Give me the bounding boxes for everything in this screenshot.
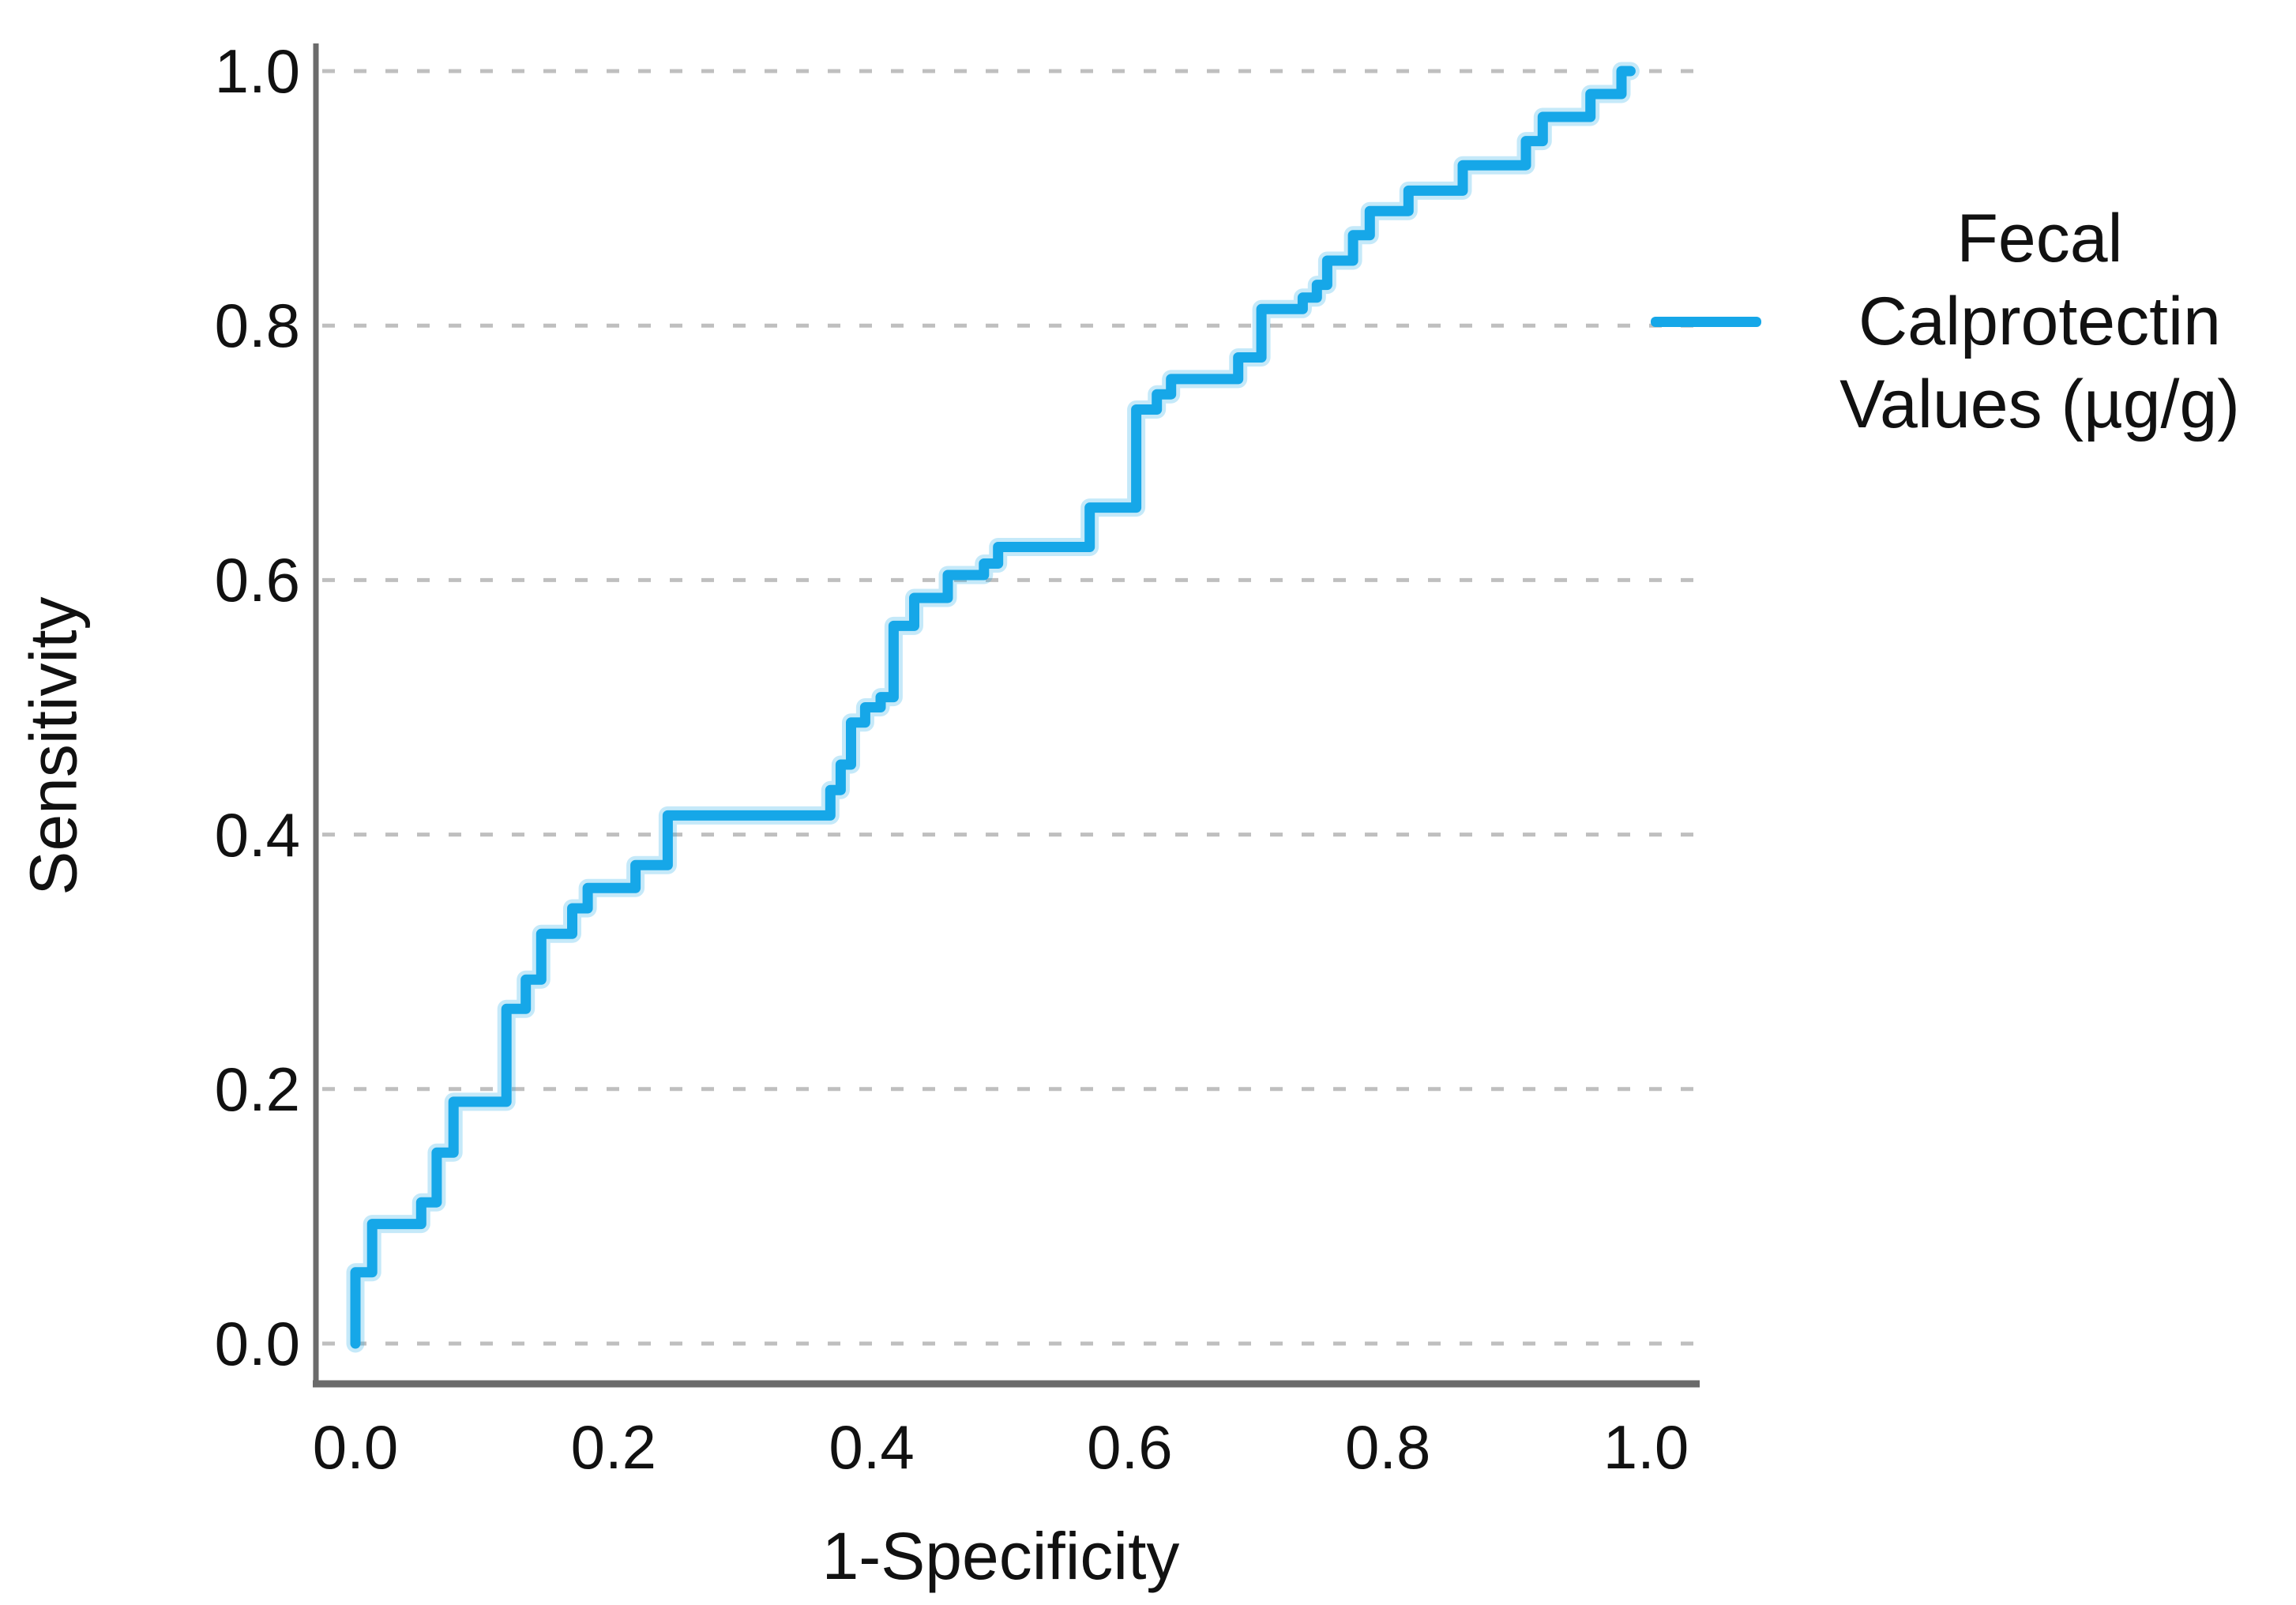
x-tick-label: 0.2 — [570, 1412, 657, 1482]
roc-curve-halo — [346, 62, 1640, 1353]
legend: Fecal Calprotectin Values (µg/g) — [1651, 197, 2296, 446]
y-tick-label: 0.6 — [214, 545, 300, 615]
x-tick-label: 1.0 — [1603, 1412, 1689, 1482]
legend-label: Fecal Calprotectin Values (µg/g) — [1783, 197, 2296, 446]
y-tick-label: 0.2 — [214, 1054, 300, 1124]
y-tick-label: 0.4 — [214, 799, 300, 870]
legend-line-swatch — [1651, 316, 1761, 327]
gridlines — [322, 69, 1697, 1346]
y-tick-label: 1.0 — [214, 36, 300, 106]
legend-label-line1: Fecal Calprotectin — [1858, 201, 2221, 359]
y-tick-label: 0.0 — [214, 1309, 300, 1378]
legend-label-line2: Values (µg/g) — [1839, 366, 2240, 442]
x-tick-label: 0.8 — [1344, 1412, 1431, 1482]
x-tick-label: 0.4 — [829, 1412, 915, 1482]
y-tick-label: 0.8 — [214, 291, 300, 361]
x-axis-title: 1-Specificity — [821, 1519, 1180, 1593]
y-axis-title: Sensitivity — [16, 596, 91, 896]
roc-curve — [350, 66, 1636, 1349]
roc-curve-group — [346, 62, 1640, 1353]
x-tick-label: 0.0 — [312, 1412, 399, 1482]
x-tick-label: 0.6 — [1087, 1412, 1173, 1482]
